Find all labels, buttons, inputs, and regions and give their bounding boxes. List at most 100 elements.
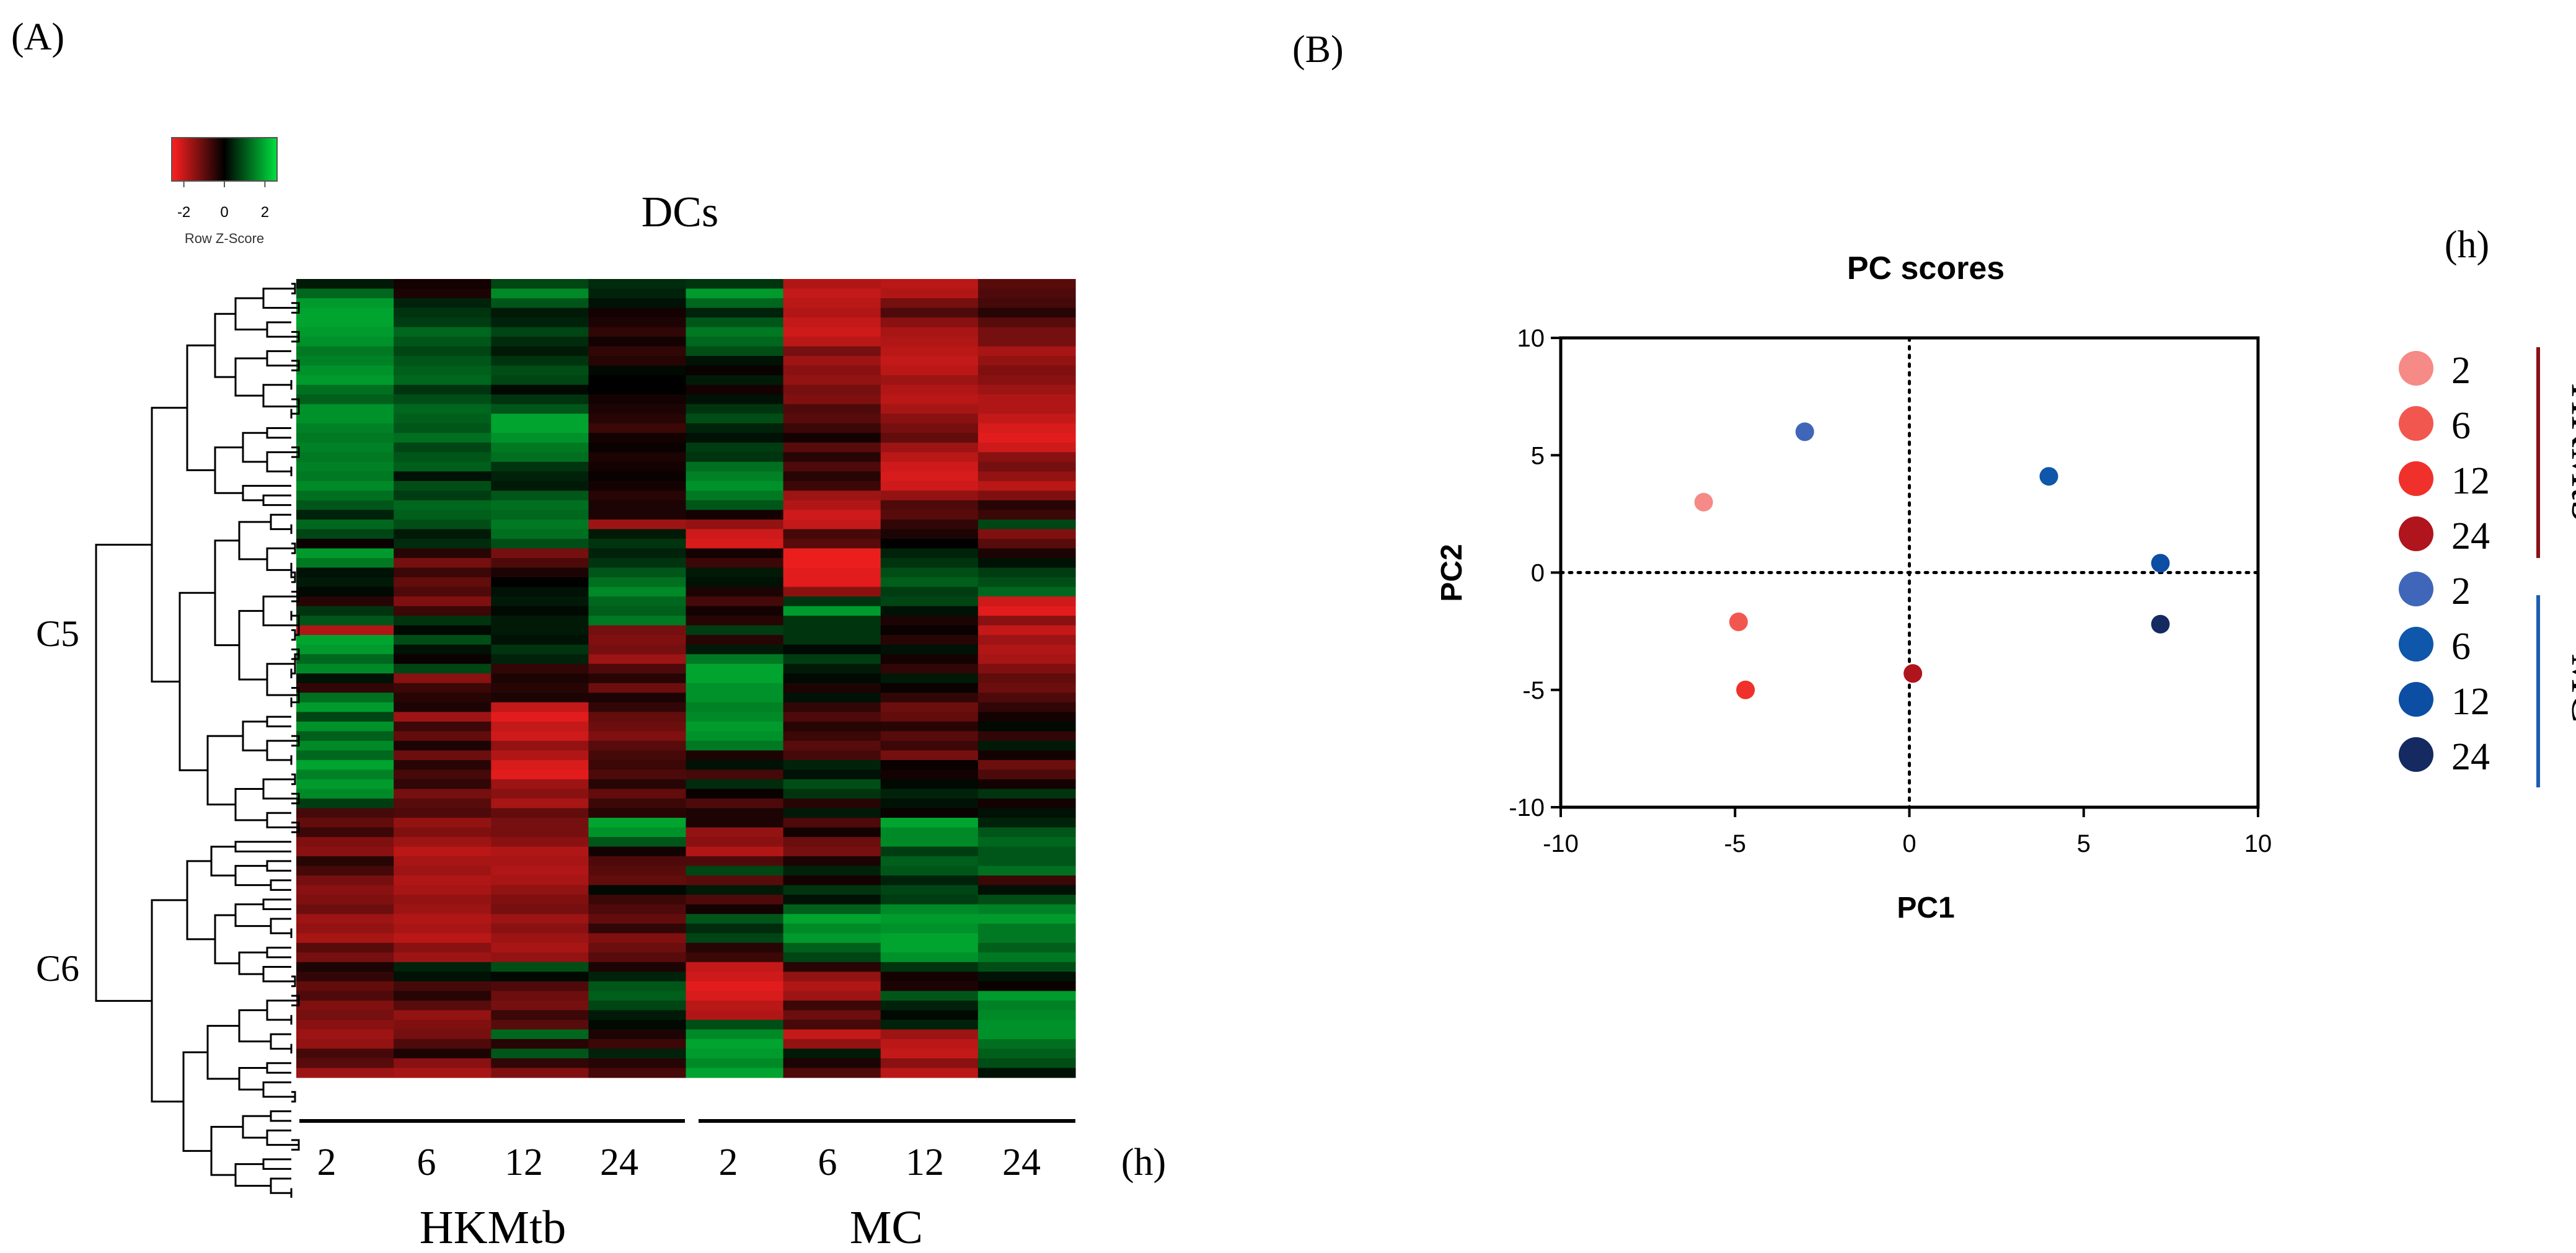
heatmap-cell	[394, 875, 492, 886]
heatmap-cell	[491, 558, 589, 569]
heatmap-cell	[588, 317, 687, 328]
heatmap-cell	[686, 942, 784, 953]
heatmap-cell	[977, 875, 1076, 886]
dendrogram-branch	[238, 521, 271, 560]
heatmap-cell	[588, 904, 687, 914]
heatmap-cell	[880, 846, 979, 857]
heatmap-cell	[296, 972, 394, 982]
scatter-point-mc-24h	[2151, 614, 2170, 634]
heatmap-cell	[491, 567, 589, 578]
heatmap-cell	[977, 683, 1076, 693]
heatmap-cell	[686, 327, 784, 337]
heatmap-cell	[296, 885, 394, 895]
heatmap-cell	[296, 327, 394, 337]
heatmap-cell	[783, 731, 881, 742]
column-label: 6	[818, 1141, 837, 1184]
heatmap-cell	[783, 461, 881, 472]
heatmap-cell	[783, 423, 881, 433]
heatmap-cell	[588, 798, 687, 809]
heatmap-cell	[880, 875, 979, 886]
heatmap-cell	[296, 798, 394, 809]
heatmap-cell	[296, 789, 394, 799]
heatmap-cell	[491, 308, 589, 318]
dendrogram-branch	[270, 1177, 291, 1194]
heatmap-cell	[686, 365, 784, 376]
heatmap-cell	[296, 365, 394, 376]
heatmap-cell	[783, 394, 881, 405]
heatmap-cell	[491, 635, 589, 645]
heatmap-cell	[783, 548, 881, 559]
heatmap-cell	[880, 442, 979, 453]
heatmap-cell	[783, 1019, 881, 1030]
heatmap-cell	[491, 433, 589, 443]
heatmap-cell	[394, 442, 492, 453]
heatmap-cell	[296, 625, 394, 635]
dendrogram-branch	[266, 1062, 291, 1074]
heatmap-cell	[296, 1000, 394, 1011]
heatmap-cell	[588, 731, 687, 742]
heatmap-cell	[977, 827, 1076, 838]
heatmap-cell	[783, 317, 881, 328]
heatmap-cell	[977, 548, 1076, 559]
heatmap-cell	[296, 808, 394, 818]
heatmap-cell	[977, 567, 1076, 578]
heatmap-cell	[880, 663, 979, 674]
heatmap-cell	[588, 837, 687, 848]
heatmap-cell	[977, 914, 1076, 924]
heatmap-cell	[394, 452, 492, 463]
heatmap-cell	[394, 365, 492, 376]
dendrogram-branch	[242, 720, 267, 751]
heatmap-cell	[880, 510, 979, 520]
heatmap-cell	[880, 1019, 979, 1030]
heatmap-cell	[394, 1029, 492, 1040]
heatmap-cell	[588, 1048, 687, 1059]
heatmap-cell	[880, 769, 979, 780]
heatmap-cell	[491, 808, 589, 818]
y-tick-label: 5	[1531, 442, 1545, 469]
heatmap-cell	[588, 827, 687, 838]
heatmap-cell	[783, 1010, 881, 1021]
legend-marker	[2399, 461, 2433, 496]
legend-marker	[2399, 406, 2433, 441]
heatmap-cell	[394, 712, 492, 722]
heatmap-cell	[686, 798, 784, 809]
heatmap-cell	[783, 308, 881, 318]
heatmap-cell	[588, 673, 687, 684]
heatmap-cell	[394, 490, 492, 501]
heatmap-cell	[686, 452, 784, 463]
heatmap-cell	[977, 750, 1076, 761]
heatmap-cell	[588, 818, 687, 828]
heatmap-cell	[296, 769, 394, 780]
heatmap-cell	[686, 519, 784, 530]
heatmap-cell	[588, 759, 687, 771]
heatmap-cell	[686, 616, 784, 626]
heatmap-cell	[977, 663, 1076, 674]
heatmap-cell	[977, 1010, 1076, 1021]
heatmap-cell	[296, 461, 394, 472]
heatmap-cell	[296, 991, 394, 1001]
heatmap-cell	[296, 616, 394, 626]
heatmap-cell	[296, 356, 394, 366]
legend-entry-label: 12	[2451, 681, 2490, 723]
heatmap-cell	[394, 972, 492, 982]
heatmap-cell	[491, 1029, 589, 1040]
heatmap-cell	[880, 625, 979, 635]
heatmap-cell	[296, 1048, 394, 1059]
heatmap-cell	[686, 490, 784, 501]
dendrogram-branch	[262, 966, 295, 983]
heatmap-cell	[296, 981, 394, 991]
y-tick-label: 0	[1531, 560, 1545, 587]
heatmap-cell	[491, 346, 589, 356]
heatmap-cell	[588, 365, 687, 376]
heatmap-cell	[783, 866, 881, 876]
heatmap-cell	[686, 384, 784, 395]
heatmap-cell	[491, 693, 589, 703]
heatmap-cell	[491, 789, 589, 799]
heatmap-cell	[491, 384, 589, 395]
heatmap-cell	[783, 414, 881, 424]
dendrogram-branch	[206, 1025, 239, 1080]
heatmap-cell	[783, 818, 881, 828]
heatmap-cell	[296, 683, 394, 693]
heatmap-cell	[977, 625, 1076, 635]
heatmap-cell	[977, 394, 1076, 405]
